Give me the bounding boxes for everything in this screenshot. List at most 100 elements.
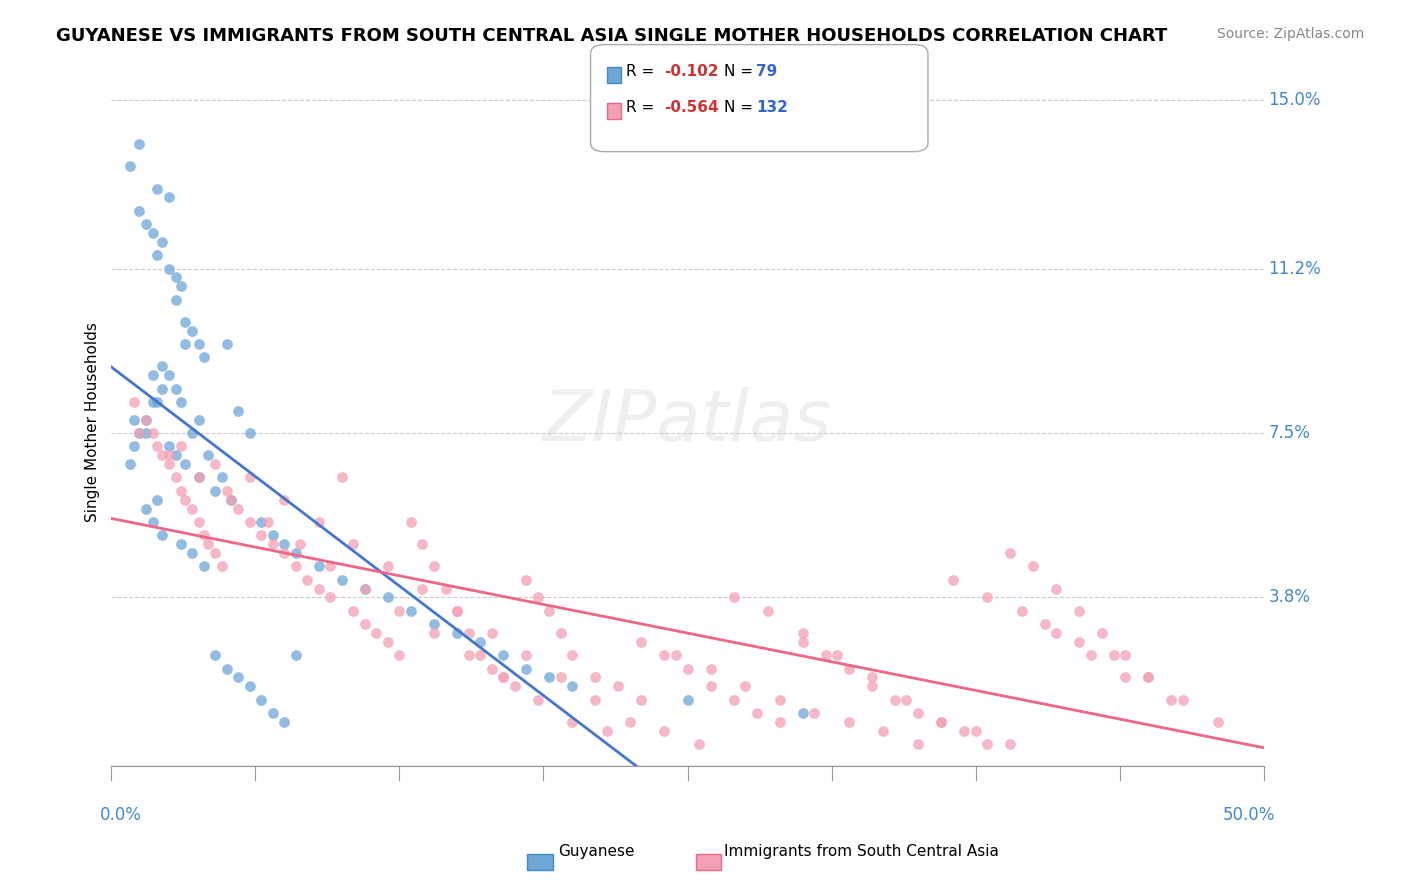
Point: [723, 692, 745, 706]
Point: [699, 679, 721, 693]
Point: [284, 559, 307, 574]
Point: [157, 368, 180, 383]
Point: [165, 448, 187, 462]
Point: [226, 403, 249, 417]
Point: [165, 382, 187, 396]
Point: [1045, 626, 1067, 640]
Point: [423, 617, 446, 632]
Point: [319, 591, 342, 605]
Point: [630, 635, 652, 649]
Text: 11.2%: 11.2%: [1268, 260, 1322, 277]
Point: [239, 515, 262, 529]
Point: [142, 515, 165, 529]
Point: [273, 714, 295, 729]
Point: [1137, 670, 1160, 684]
Point: [188, 470, 211, 484]
Point: [907, 706, 929, 720]
Point: [1045, 582, 1067, 596]
Text: R =: R =: [626, 64, 659, 78]
Point: [688, 737, 710, 751]
Text: -0.564: -0.564: [664, 100, 718, 114]
Point: [128, 425, 150, 440]
Point: [219, 492, 242, 507]
Text: Source: ZipAtlas.com: Source: ZipAtlas.com: [1216, 27, 1364, 41]
Point: [169, 537, 191, 551]
Point: [1069, 604, 1091, 618]
Point: [142, 226, 165, 240]
Point: [550, 670, 572, 684]
Point: [146, 248, 169, 262]
Point: [769, 714, 792, 729]
Point: [1011, 604, 1033, 618]
Point: [342, 537, 364, 551]
Point: [188, 470, 211, 484]
Point: [1137, 670, 1160, 684]
Point: [354, 617, 377, 632]
Point: [165, 270, 187, 285]
Point: [792, 706, 814, 720]
Point: [492, 648, 515, 663]
Text: N =: N =: [724, 64, 758, 78]
Point: [150, 359, 173, 374]
Point: [745, 706, 768, 720]
Point: [583, 692, 606, 706]
Point: [124, 395, 146, 409]
Point: [929, 714, 952, 729]
Point: [250, 692, 273, 706]
Point: [181, 546, 204, 560]
Point: [174, 492, 197, 507]
Point: [204, 546, 226, 560]
Point: [377, 635, 399, 649]
Text: N =: N =: [724, 100, 758, 114]
Point: [146, 492, 169, 507]
Point: [128, 203, 150, 218]
Point: [676, 661, 699, 675]
Point: [146, 395, 169, 409]
Point: [174, 337, 197, 351]
Point: [792, 626, 814, 640]
Point: [211, 470, 233, 484]
Point: [193, 351, 215, 365]
Point: [174, 457, 197, 471]
Point: [262, 537, 284, 551]
Point: [1114, 670, 1136, 684]
Point: [1171, 692, 1194, 706]
Point: [596, 723, 619, 738]
Point: [290, 537, 312, 551]
Point: [188, 337, 211, 351]
Point: [723, 591, 745, 605]
Point: [941, 573, 963, 587]
Point: [308, 582, 330, 596]
Point: [446, 604, 468, 618]
Point: [561, 679, 583, 693]
Point: [699, 661, 721, 675]
Point: [150, 235, 173, 249]
Point: [550, 626, 572, 640]
Point: [492, 670, 515, 684]
Point: [561, 648, 583, 663]
Point: [481, 626, 503, 640]
Point: [883, 692, 905, 706]
Point: [142, 425, 165, 440]
Point: [503, 679, 526, 693]
Point: [250, 528, 273, 542]
Point: [654, 723, 676, 738]
Point: [157, 457, 180, 471]
Point: [388, 648, 411, 663]
Point: [399, 604, 422, 618]
Point: [128, 137, 150, 152]
Point: [526, 591, 548, 605]
Text: Guyanese: Guyanese: [558, 845, 634, 859]
Point: [215, 483, 238, 498]
Point: [226, 670, 249, 684]
Point: [257, 515, 280, 529]
Point: [492, 670, 515, 684]
Text: R =: R =: [626, 100, 659, 114]
Point: [654, 648, 676, 663]
Point: [157, 261, 180, 276]
Point: [239, 470, 262, 484]
Point: [226, 501, 249, 516]
Point: [827, 648, 849, 663]
Point: [411, 537, 433, 551]
Point: [423, 626, 446, 640]
